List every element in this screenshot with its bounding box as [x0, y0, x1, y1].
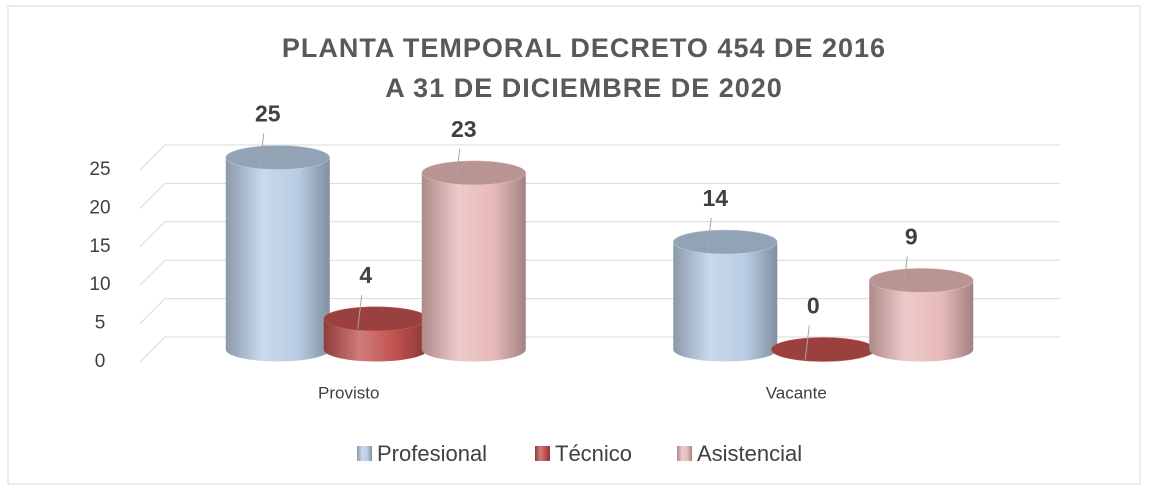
chart-border [7, 5, 1141, 485]
leader-line [902, 256, 908, 291]
cylinder-body [673, 241, 778, 362]
data-label: 23 [451, 116, 477, 142]
chart-title: PLANTA TEMPORAL DECRETO 454 DE 2016 [282, 33, 886, 63]
cylinder-top [869, 268, 974, 293]
legend-label: Técnico [555, 441, 632, 466]
y-tick-label: 15 [89, 236, 110, 257]
leader-line [259, 133, 265, 168]
grid-line [139, 221, 1060, 248]
y-tick-label: 10 [89, 274, 110, 295]
leader-line [804, 325, 810, 360]
cylinder-top [225, 145, 330, 170]
x-tick-label: Provisto [318, 383, 379, 402]
cylinder-top [323, 306, 428, 332]
cylinder-body [869, 280, 974, 362]
data-label: 25 [255, 101, 281, 127]
cylinder-body [323, 318, 428, 362]
data-label: 0 [807, 293, 820, 319]
leader-line [455, 148, 461, 183]
legend-swatch [535, 446, 550, 461]
y-tick-label: 25 [89, 159, 110, 180]
legend-label: Profesional [377, 441, 487, 466]
y-tick-label: 0 [95, 351, 106, 372]
cylinder-top [771, 337, 876, 362]
grid-line [139, 182, 1060, 209]
cylinder-body [225, 157, 330, 362]
chart-title: A 31 DE DICIEMBRE DE 2020 [385, 73, 783, 103]
legend-label: Asistencial [697, 441, 802, 466]
y-tick-label: 5 [95, 313, 106, 334]
leader-line [357, 294, 363, 329]
grid-line [139, 144, 1060, 171]
leader-line [706, 217, 712, 253]
data-label: 14 [702, 185, 728, 211]
data-label: 4 [359, 262, 372, 288]
y-tick-label: 20 [89, 197, 110, 218]
cylinder-top [421, 160, 526, 186]
legend-swatch [677, 446, 692, 461]
cylinder-top [673, 229, 778, 255]
cylinder-body [421, 172, 526, 362]
x-tick-label: Vacante [766, 383, 827, 402]
legend-swatch [357, 446, 372, 461]
data-label: 9 [905, 223, 918, 249]
